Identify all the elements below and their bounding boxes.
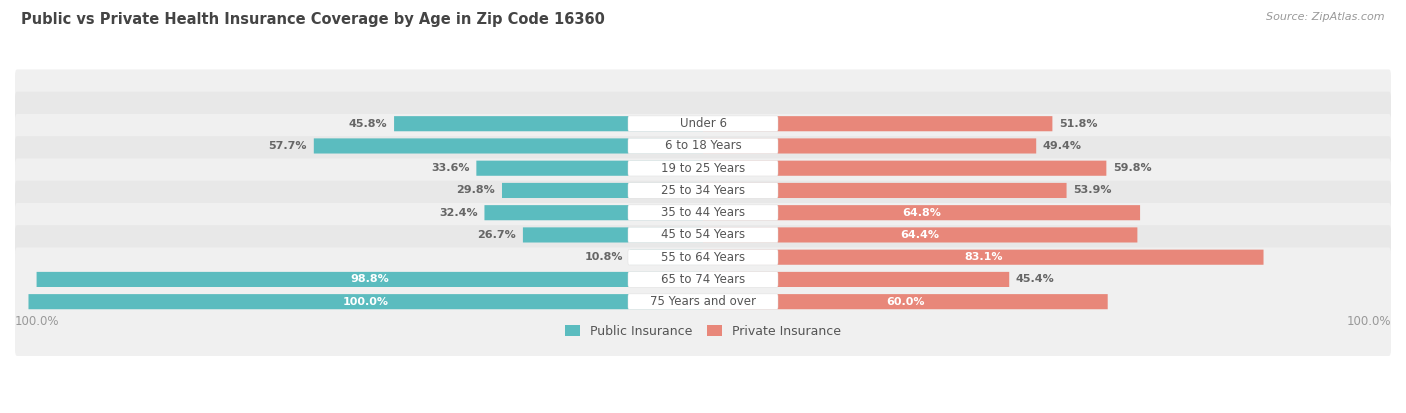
FancyBboxPatch shape bbox=[477, 161, 703, 176]
Text: 100.0%: 100.0% bbox=[343, 297, 388, 307]
FancyBboxPatch shape bbox=[628, 272, 778, 287]
Text: 60.0%: 60.0% bbox=[886, 297, 925, 307]
Text: 64.4%: 64.4% bbox=[901, 230, 939, 240]
FancyBboxPatch shape bbox=[703, 183, 1067, 198]
FancyBboxPatch shape bbox=[703, 161, 1107, 176]
FancyBboxPatch shape bbox=[15, 203, 1391, 311]
Text: 6 to 18 Years: 6 to 18 Years bbox=[665, 140, 741, 152]
Text: 51.8%: 51.8% bbox=[1059, 119, 1098, 129]
FancyBboxPatch shape bbox=[703, 138, 1036, 154]
FancyBboxPatch shape bbox=[628, 183, 778, 198]
Text: Source: ZipAtlas.com: Source: ZipAtlas.com bbox=[1267, 12, 1385, 22]
FancyBboxPatch shape bbox=[37, 272, 703, 287]
Text: 10.8%: 10.8% bbox=[585, 252, 623, 262]
Text: 33.6%: 33.6% bbox=[432, 163, 470, 173]
FancyBboxPatch shape bbox=[15, 69, 1391, 178]
FancyBboxPatch shape bbox=[703, 272, 1010, 287]
Text: 100.0%: 100.0% bbox=[15, 316, 59, 328]
Text: 57.7%: 57.7% bbox=[269, 141, 307, 151]
Text: 25 to 34 Years: 25 to 34 Years bbox=[661, 184, 745, 197]
FancyBboxPatch shape bbox=[523, 228, 703, 242]
FancyBboxPatch shape bbox=[15, 92, 1391, 200]
FancyBboxPatch shape bbox=[628, 249, 778, 265]
Text: Public vs Private Health Insurance Coverage by Age in Zip Code 16360: Public vs Private Health Insurance Cover… bbox=[21, 12, 605, 27]
FancyBboxPatch shape bbox=[628, 160, 778, 176]
Text: 55 to 64 Years: 55 to 64 Years bbox=[661, 251, 745, 263]
FancyBboxPatch shape bbox=[703, 249, 1264, 265]
FancyBboxPatch shape bbox=[15, 114, 1391, 223]
Text: 29.8%: 29.8% bbox=[457, 185, 495, 195]
Text: 45.8%: 45.8% bbox=[349, 119, 387, 129]
Text: 65 to 74 Years: 65 to 74 Years bbox=[661, 273, 745, 286]
FancyBboxPatch shape bbox=[15, 247, 1391, 356]
FancyBboxPatch shape bbox=[15, 136, 1391, 245]
Text: 59.8%: 59.8% bbox=[1114, 163, 1152, 173]
Text: 49.4%: 49.4% bbox=[1043, 141, 1083, 151]
FancyBboxPatch shape bbox=[28, 294, 703, 309]
Text: 26.7%: 26.7% bbox=[478, 230, 516, 240]
FancyBboxPatch shape bbox=[314, 138, 703, 154]
Text: 53.9%: 53.9% bbox=[1073, 185, 1112, 195]
FancyBboxPatch shape bbox=[628, 116, 778, 131]
Text: 32.4%: 32.4% bbox=[439, 208, 478, 218]
FancyBboxPatch shape bbox=[703, 294, 1108, 309]
Text: 83.1%: 83.1% bbox=[965, 252, 1002, 262]
FancyBboxPatch shape bbox=[502, 183, 703, 198]
FancyBboxPatch shape bbox=[703, 116, 1053, 131]
Text: 64.8%: 64.8% bbox=[903, 208, 941, 218]
FancyBboxPatch shape bbox=[485, 205, 703, 220]
Text: 35 to 44 Years: 35 to 44 Years bbox=[661, 206, 745, 219]
FancyBboxPatch shape bbox=[630, 249, 703, 265]
Text: 45 to 54 Years: 45 to 54 Years bbox=[661, 228, 745, 242]
Text: 75 Years and over: 75 Years and over bbox=[650, 295, 756, 308]
Text: 45.4%: 45.4% bbox=[1017, 274, 1054, 285]
FancyBboxPatch shape bbox=[15, 225, 1391, 334]
Text: 19 to 25 Years: 19 to 25 Years bbox=[661, 162, 745, 175]
FancyBboxPatch shape bbox=[394, 116, 703, 131]
Text: 98.8%: 98.8% bbox=[350, 274, 389, 285]
FancyBboxPatch shape bbox=[628, 227, 778, 243]
Legend: Public Insurance, Private Insurance: Public Insurance, Private Insurance bbox=[560, 320, 846, 343]
Text: Under 6: Under 6 bbox=[679, 117, 727, 130]
FancyBboxPatch shape bbox=[628, 294, 778, 309]
FancyBboxPatch shape bbox=[703, 205, 1140, 220]
FancyBboxPatch shape bbox=[628, 205, 778, 221]
FancyBboxPatch shape bbox=[628, 138, 778, 154]
FancyBboxPatch shape bbox=[703, 228, 1137, 242]
Text: 100.0%: 100.0% bbox=[1347, 316, 1391, 328]
FancyBboxPatch shape bbox=[15, 180, 1391, 289]
FancyBboxPatch shape bbox=[15, 159, 1391, 267]
